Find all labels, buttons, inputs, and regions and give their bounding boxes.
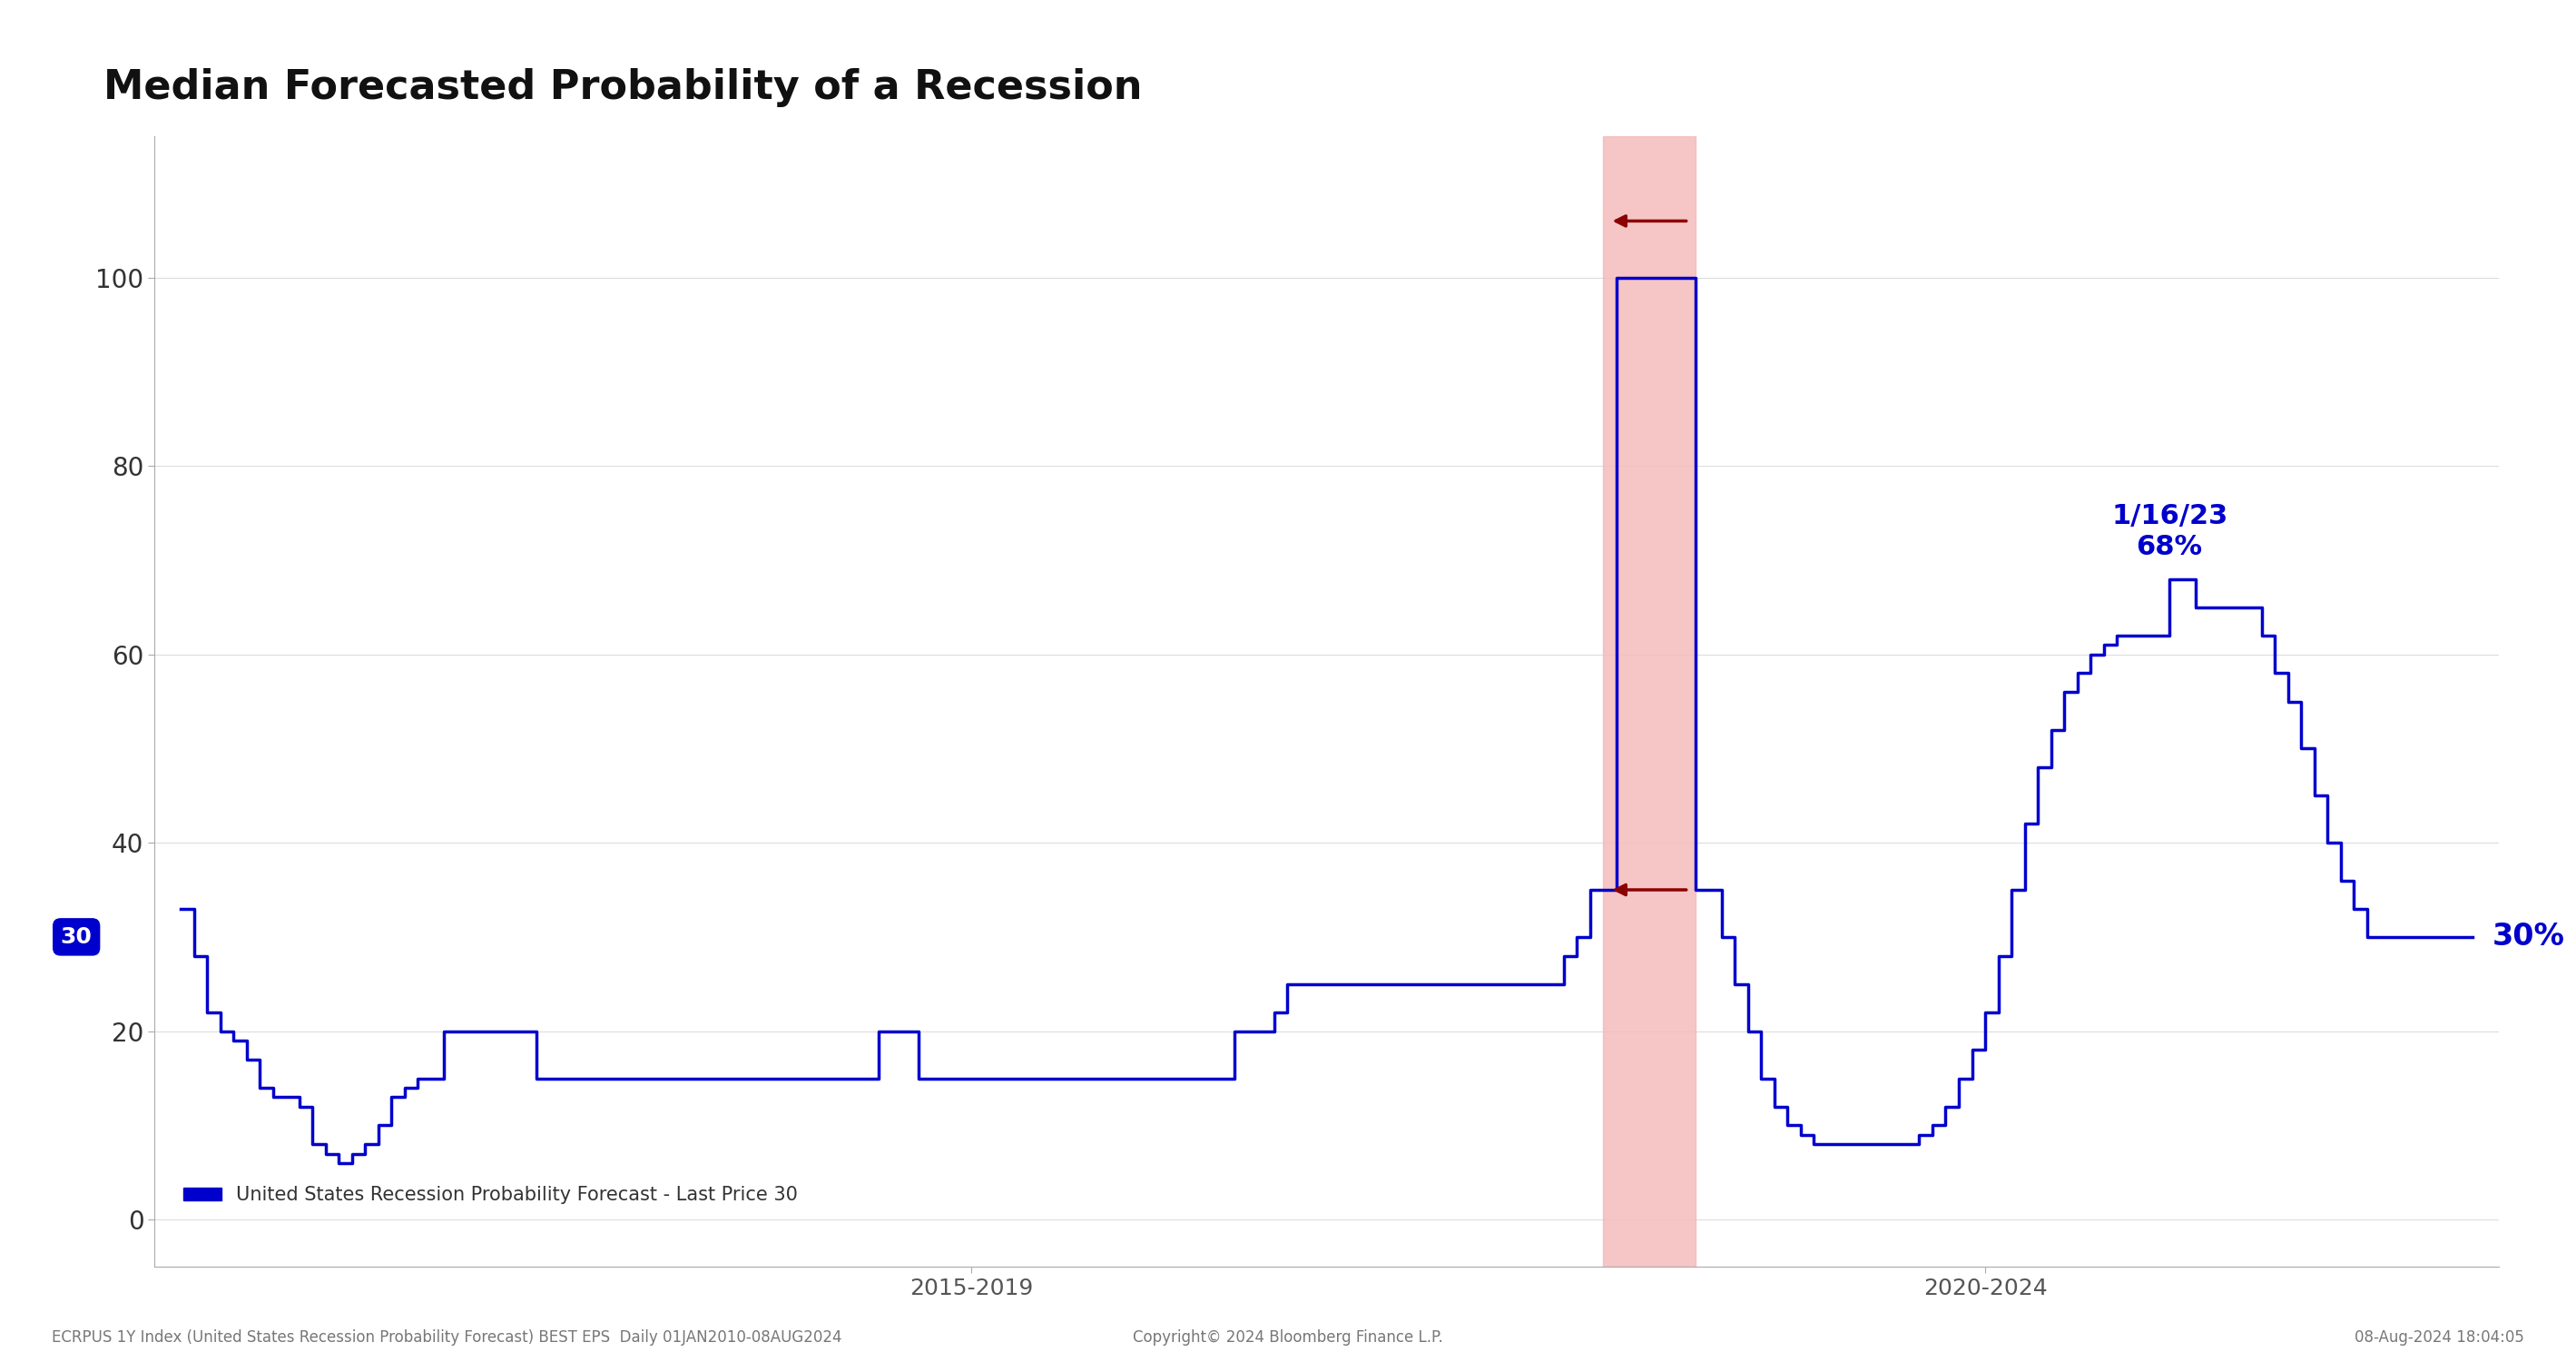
Text: ECRPUS 1Y Index (United States Recession Probability Forecast) BEST EPS  Daily 0: ECRPUS 1Y Index (United States Recession…: [52, 1329, 842, 1346]
Legend: United States Recession Probability Forecast - Last Price 30: United States Recession Probability Fore…: [175, 1178, 806, 1212]
Bar: [1602, 136, 1695, 1267]
Text: 30: 30: [62, 926, 93, 948]
Text: 08-Aug-2024 18:04:05: 08-Aug-2024 18:04:05: [2354, 1329, 2524, 1346]
Text: 1/16/23
68%: 1/16/23 68%: [2112, 504, 2228, 560]
Text: Copyright© 2024 Bloomberg Finance L.P.: Copyright© 2024 Bloomberg Finance L.P.: [1133, 1329, 1443, 1346]
Text: Median Forecasted Probability of a Recession: Median Forecasted Probability of a Reces…: [103, 68, 1141, 108]
Text: 30%: 30%: [2491, 922, 2566, 952]
